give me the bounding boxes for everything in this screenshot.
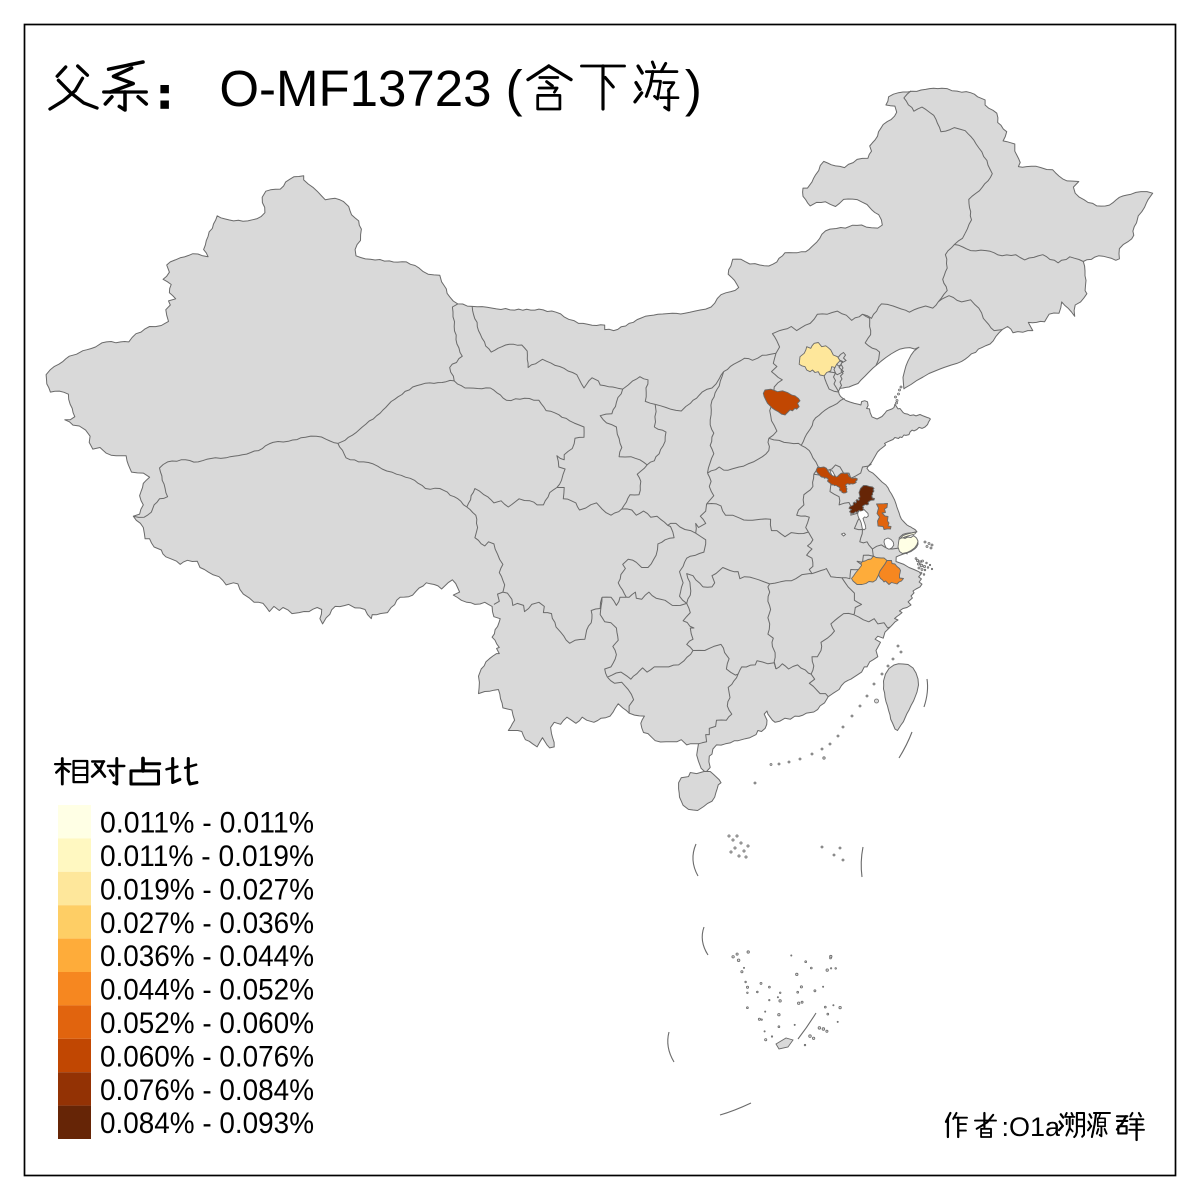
- svg-text::O1a: :O1a: [1002, 1112, 1062, 1142]
- svg-text:0.044% - 0.052%: 0.044% - 0.052%: [100, 974, 314, 1007]
- svg-text:0.036% - 0.044%: 0.036% - 0.044%: [100, 940, 314, 973]
- svg-text:0.011% - 0.019%: 0.011% - 0.019%: [100, 840, 314, 873]
- svg-text:0.011% - 0.011%: 0.011% - 0.011%: [100, 807, 314, 840]
- svg-text:0.060% - 0.076%: 0.060% - 0.076%: [100, 1040, 314, 1073]
- svg-text:0.019% - 0.027%: 0.019% - 0.027%: [100, 873, 314, 906]
- svg-text:): ): [685, 60, 702, 117]
- svg-text:0.084% - 0.093%: 0.084% - 0.093%: [100, 1107, 314, 1140]
- svg-text:0.076% - 0.084%: 0.076% - 0.084%: [100, 1074, 314, 1107]
- svg-text:0.052% - 0.060%: 0.052% - 0.060%: [100, 1007, 314, 1040]
- svg-text:O-MF13723 (: O-MF13723 (: [219, 60, 522, 117]
- svg-text:0.027% - 0.036%: 0.027% - 0.036%: [100, 907, 314, 940]
